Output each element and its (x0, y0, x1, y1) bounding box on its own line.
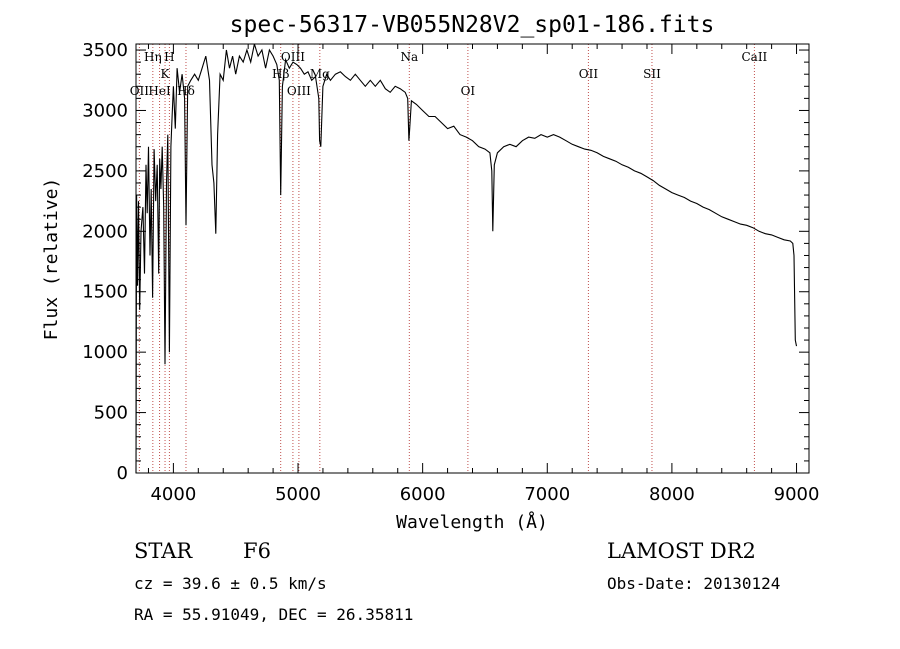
y-tick-label-2: 1000 (82, 342, 128, 363)
redshift-info: cz = 39.6 ± 0.5 km/s (134, 574, 327, 593)
line-label-4: H (164, 50, 174, 64)
line-label-12: OII (579, 67, 599, 81)
line-label-10: Na (400, 50, 418, 64)
subclass: F6 (243, 539, 271, 563)
x-tick-label-0: 4000 (150, 484, 196, 505)
line-label-14: CaII (741, 50, 767, 64)
y-tick-label-7: 3500 (82, 40, 128, 61)
line-label-1: Hη (144, 50, 162, 64)
x-axis-ticks: 4000 5000 6000 7000 8000 9000 (147, 44, 820, 505)
line-label-5: Hδ (177, 84, 195, 98)
obs-date: Obs-Date: 20130124 (607, 574, 780, 593)
x-axis-label: Wavelength (Å) (396, 511, 548, 533)
spectral-line-markers (138, 44, 755, 473)
y-tick-label-6: 3000 (82, 100, 128, 121)
y-tick-label-4: 2000 (82, 221, 128, 242)
line-label-0: OII (130, 84, 150, 98)
line-label-13: SII (643, 67, 661, 81)
chart-title: spec-56317-VB055N28V2_sp01-186.fits (230, 12, 715, 38)
y-tick-label-5: 2500 (82, 161, 128, 182)
y-axis-ticks: 0 500 1000 1500 2000 2500 3000 3500 (82, 40, 809, 484)
y-tick-label-1: 500 (94, 403, 128, 424)
line-label-7: OIII (281, 50, 305, 64)
x-tick-label-4: 8000 (649, 484, 695, 505)
y-tick-label-3: 1500 (82, 282, 128, 303)
x-tick-label-5: 9000 (774, 484, 820, 505)
line-label-6: Hβ (272, 67, 289, 81)
x-tick-label-3: 7000 (524, 484, 570, 505)
line-label-2: HeI (148, 84, 171, 98)
line-label-3: K (161, 67, 171, 81)
coordinates: RA = 55.91049, DEC = 26.35811 (134, 605, 413, 624)
x-tick-label-2: 6000 (400, 484, 446, 505)
x-tick-label-1: 5000 (275, 484, 321, 505)
y-axis-label: Flux (relative) (41, 178, 62, 341)
object-type: STAR (134, 539, 193, 563)
survey-name: LAMOST DR2 (607, 539, 756, 563)
line-label-11: OI (461, 84, 476, 98)
spectrum-line (135, 43, 798, 474)
y-tick-label-0: 0 (117, 463, 128, 484)
line-label-8: OIII (287, 84, 311, 98)
plot-frame (135, 43, 810, 474)
